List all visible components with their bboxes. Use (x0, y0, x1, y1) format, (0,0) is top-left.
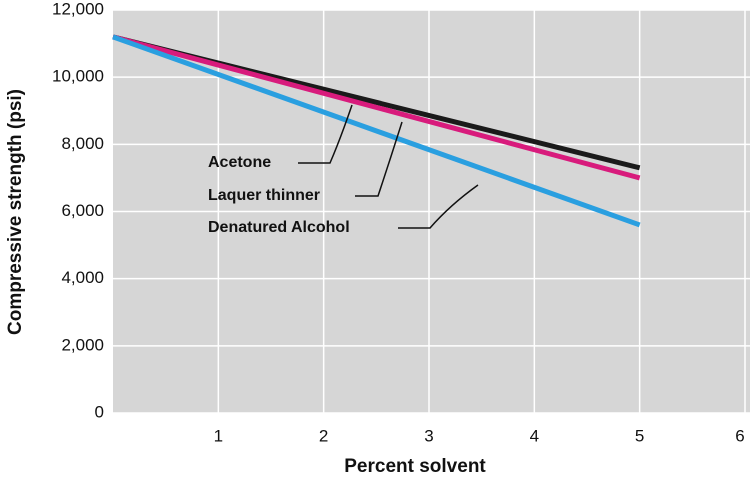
x-tick-label: 6 (735, 426, 744, 445)
x-tick-label: 2 (319, 426, 328, 445)
y-tick-label: 12,000 (52, 0, 104, 18)
y-tick-label: 0 (95, 402, 104, 421)
x-tick-label: 4 (530, 426, 539, 445)
series-label: Laquer thinner (208, 187, 320, 204)
series-label: Denatured Alcohol (208, 219, 350, 236)
leader-line (355, 121, 403, 197)
series-line (112, 34, 641, 228)
leader-line (398, 184, 479, 229)
series-label: Acetone (208, 154, 271, 171)
x-tick-label: 3 (424, 426, 433, 445)
leader-line (298, 104, 353, 164)
y-tick-label: 8,000 (61, 134, 104, 153)
x-tick-label: 5 (635, 426, 644, 445)
grid (113, 9, 750, 414)
x-axis-title: Percent solvent (344, 456, 486, 477)
y-tick-label: 6,000 (61, 201, 104, 220)
x-tick-label: 1 (214, 426, 223, 445)
y-tick-label: 2,000 (61, 335, 104, 354)
series-lines (112, 34, 641, 228)
leaders (298, 104, 479, 229)
y-tick-label: 10,000 (52, 67, 104, 86)
series-line (112, 34, 641, 181)
y-axis-title: Compressive strength (psi) (5, 89, 26, 335)
y-tick-label: 4,000 (61, 268, 104, 287)
